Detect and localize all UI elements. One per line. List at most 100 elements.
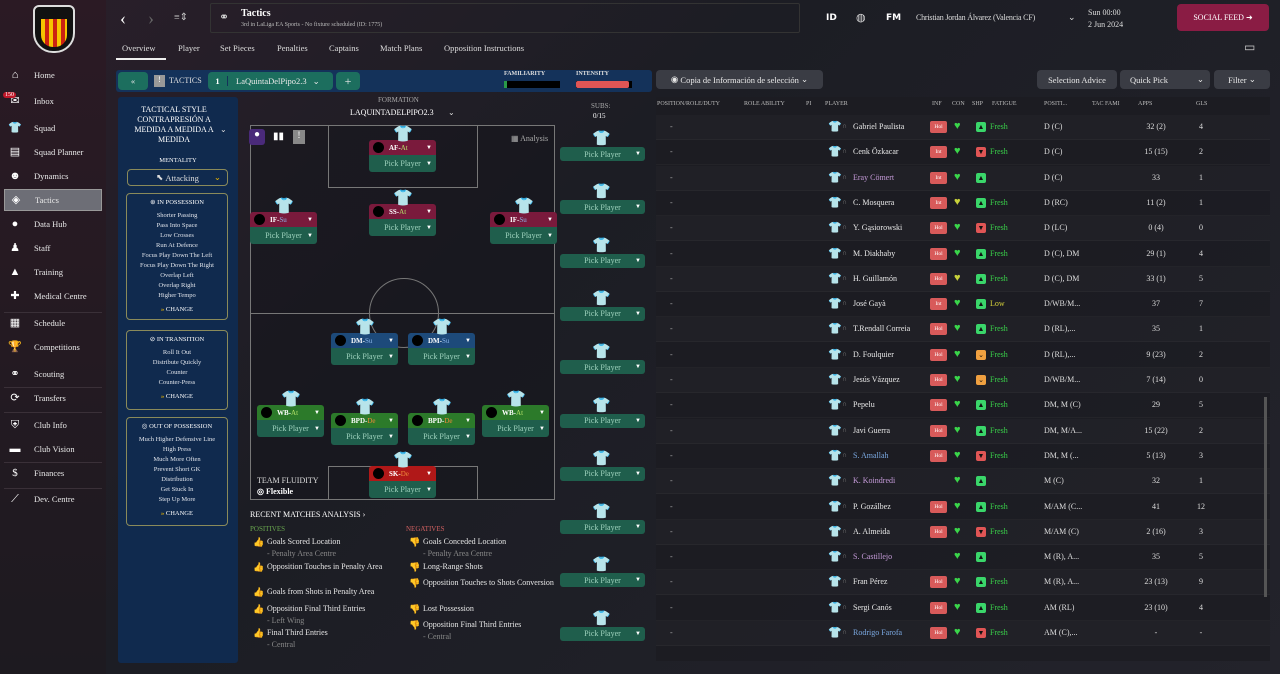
- role-selector[interactable]: IF - Su ▼: [490, 212, 557, 227]
- position-slot-af[interactable]: 👕 AF - At ▼ Pick Player ▼: [369, 126, 436, 172]
- position-cell[interactable]: -: [670, 197, 673, 207]
- position-cell[interactable]: -: [670, 375, 673, 384]
- sidebar-item-scouting[interactable]: ⚭ Scouting: [4, 363, 102, 385]
- player-name[interactable]: Cenk Özkacar: [853, 147, 899, 157]
- sub-pick-player-dropdown[interactable]: Pick Player ▼: [560, 253, 645, 268]
- filter-button[interactable]: Filter ⌄: [1214, 70, 1270, 89]
- change-button[interactable]: » CHANGE: [161, 306, 193, 313]
- table-row[interactable]: - 👕 ∩ Fran Pérez Hol ♥ ▲ Fresh M (R), A... 23 (13…: [656, 570, 1270, 595]
- caret-down-icon[interactable]: ▼: [465, 417, 471, 424]
- caret-down-icon[interactable]: ▼: [539, 409, 545, 416]
- collapse-button[interactable]: «: [118, 72, 148, 90]
- column-header-con[interactable]: CON: [952, 101, 965, 107]
- position-slot-dm[interactable]: 👕 DM - Su ▼ Pick Player ▼: [408, 319, 475, 365]
- column-header-role-ability[interactable]: ROLE ABILITY: [744, 101, 785, 107]
- tab-opposition-instructions[interactable]: Opposition Instructions: [444, 43, 525, 53]
- pick-player-dropdown[interactable]: Pick Player ▼: [257, 420, 324, 437]
- table-row[interactable]: - 👕 ∩ Sergi Canós Hol ♥ ▲ Fresh AM (RL) 23 (10) 4: [656, 596, 1270, 621]
- column-header-inf[interactable]: INF: [932, 101, 942, 107]
- analysis-title[interactable]: RECENT MATCHES ANALYSIS ›: [250, 510, 366, 519]
- table-row[interactable]: - 👕 ∩ Gabriel Paulista Hol ♥ ▲ Fresh D (C) 32 (2)…: [656, 115, 1270, 140]
- sidebar-item-medical-centre[interactable]: ✚ Medical Centre: [4, 285, 102, 307]
- caret-down-icon[interactable]: ▼: [426, 470, 432, 477]
- position-cell[interactable]: -: [670, 602, 673, 612]
- column-header-positi-[interactable]: POSITI...: [1044, 101, 1068, 107]
- table-row[interactable]: - 👕 ∩ P. Gozálbez Hol ♥ ▲ Fresh M/AM (C... 41 12: [656, 495, 1270, 520]
- position-slot-wb[interactable]: 👕 WB - At ▼ Pick Player ▼: [482, 391, 549, 437]
- tab-overview[interactable]: Overview: [122, 43, 156, 53]
- column-header-fatigue[interactable]: FATIGUE: [992, 101, 1017, 107]
- caret-down-icon[interactable]: ▼: [465, 337, 471, 344]
- table-row[interactable]: - 👕 ∩ M. Diakhaby Hol ♥ ▲ Fresh D (C), DM 29 (1) 4: [656, 242, 1270, 267]
- caret-down-icon[interactable]: ▼: [426, 144, 432, 151]
- role-selector[interactable]: IF - Su ▼: [250, 212, 317, 227]
- tab-penalties[interactable]: Penalties: [277, 43, 308, 53]
- table-row[interactable]: - 👕 ∩ A. Almeida Hol ♥ ▼ Fresh M/AM (C) 2 (16) 3: [656, 520, 1270, 545]
- table-row[interactable]: - 👕 ∩ Pepelu Hol ♥ ▲ Fresh DM, M (C) 29 5: [656, 393, 1270, 418]
- position-cell[interactable]: -: [670, 349, 673, 359]
- caret-down-icon[interactable]: ▼: [388, 337, 394, 344]
- sub-pick-player-dropdown[interactable]: Pick Player ▼: [560, 520, 645, 535]
- sub-pick-player-dropdown[interactable]: Pick Player ▼: [560, 147, 645, 161]
- manager-selector[interactable]: Christian Jordan Álvarez (Valencia CF): [916, 13, 1036, 22]
- sidebar-item-tactics[interactable]: ◈ Tactics: [4, 189, 102, 211]
- monitor-icon[interactable]: ▭: [1244, 40, 1256, 54]
- position-cell[interactable]: -: [670, 425, 673, 435]
- position-cell[interactable]: -: [670, 526, 673, 536]
- position-cell[interactable]: -: [670, 501, 673, 511]
- sidebar-item-training[interactable]: ▲ Training: [4, 261, 102, 283]
- position-cell[interactable]: -: [670, 450, 673, 460]
- column-header-apps[interactable]: APPS: [1138, 101, 1153, 107]
- table-row[interactable]: - 👕 ∩ K. Koindredi ♥ ▲ M (C) 32 1: [656, 469, 1270, 494]
- table-row[interactable]: - 👕 ∩ José Gayà Int ♥ ▲ Low D/WB/M... 37 7: [656, 292, 1270, 317]
- player-name[interactable]: P. Gozálbez: [853, 501, 891, 511]
- sidebar-item-squad-planner[interactable]: ▤ Squad Planner: [4, 141, 102, 163]
- tab-match-plans[interactable]: Match Plans: [380, 43, 423, 53]
- position-cell[interactable]: -: [670, 223, 673, 233]
- position-slot-if[interactable]: 👕 IF - Su ▼ Pick Player ▼: [250, 198, 317, 244]
- chevron-down-icon[interactable]: ⌄: [448, 108, 455, 117]
- caret-down-icon[interactable]: ▼: [426, 208, 432, 215]
- sidebar-item-finances[interactable]: $ Finances: [4, 462, 102, 484]
- globe-icon[interactable]: ◍: [856, 12, 866, 24]
- position-cell[interactable]: -: [670, 628, 673, 637]
- column-header-pi[interactable]: PI: [806, 101, 812, 107]
- table-row[interactable]: - 👕 ∩ T.Rendall Correia Hol ♥ ▲ Fresh D (RL),...…: [656, 317, 1270, 342]
- role-selector[interactable]: SS - At ▼: [369, 204, 436, 219]
- table-row[interactable]: - 👕 ∩ S. Amallah Hol ♥ ▼ Fresh DM, M (... 5 (13) 3: [656, 444, 1270, 469]
- sub-pick-player-dropdown[interactable]: Pick Player ▼: [560, 466, 645, 481]
- table-row[interactable]: - 👕 ∩ D. Foulquier Hol ♥ ⌄ Fresh D (RL),... 9 (23…: [656, 343, 1270, 368]
- role-selector[interactable]: WB - At ▼: [257, 405, 324, 420]
- pick-player-dropdown[interactable]: Pick Player ▼: [490, 227, 557, 244]
- player-name[interactable]: A. Almeida: [853, 526, 890, 536]
- role-selector[interactable]: BPD - De ▼: [408, 413, 475, 428]
- sub-pick-player-dropdown[interactable]: Pick Player ▼: [560, 200, 645, 215]
- player-name[interactable]: C. Mosquera: [853, 197, 895, 207]
- position-cell[interactable]: -: [670, 147, 673, 157]
- pick-player-dropdown[interactable]: Pick Player ▼: [369, 155, 436, 172]
- player-name[interactable]: Sergi Canós: [853, 602, 892, 612]
- add-tactic-button[interactable]: +: [336, 72, 360, 90]
- column-header-shp[interactable]: SHP: [972, 101, 984, 107]
- player-name[interactable]: Javi Guerra: [853, 425, 891, 435]
- sidebar-item-staff[interactable]: ♟ Staff: [4, 237, 102, 259]
- player-name[interactable]: Jesús Vázquez: [853, 375, 900, 384]
- table-row[interactable]: - 👕 ∩ Rodrigo Farofa Hol ♥ ▼ Fresh AM (C),... - -: [656, 621, 1270, 646]
- player-name[interactable]: T.Rendall Correia: [853, 324, 911, 334]
- sidebar-item-club-info[interactable]: ⛨ Club Info: [4, 414, 102, 436]
- sub-pick-player-dropdown[interactable]: Pick Player ▼: [560, 360, 645, 375]
- pick-player-dropdown[interactable]: Pick Player ▼: [369, 219, 436, 236]
- sidebar-item-club-vision[interactable]: ▬ Club Vision: [4, 438, 102, 460]
- caret-down-icon[interactable]: ▼: [314, 409, 320, 416]
- game-date[interactable]: 2 Jun 2024: [1088, 20, 1124, 29]
- position-slot-if[interactable]: 👕 IF - Su ▼ Pick Player ▼: [490, 198, 557, 244]
- pick-player-dropdown[interactable]: Pick Player ▼: [482, 420, 549, 437]
- caret-down-icon[interactable]: ▼: [547, 216, 553, 223]
- sub-pick-player-dropdown[interactable]: Pick Player ▼: [560, 413, 645, 428]
- role-selector[interactable]: DM - Su ▼: [331, 333, 398, 348]
- change-button[interactable]: » CHANGE: [161, 510, 193, 517]
- sidebar-item-inbox[interactable]: ✉ Inbox: [4, 90, 102, 112]
- sidebar-item-transfers[interactable]: ⟳ Transfers: [4, 387, 102, 409]
- pick-player-dropdown[interactable]: Pick Player ▼: [408, 428, 475, 445]
- position-slot-sk[interactable]: 👕 SK - De ▼ Pick Player ▼: [369, 452, 436, 498]
